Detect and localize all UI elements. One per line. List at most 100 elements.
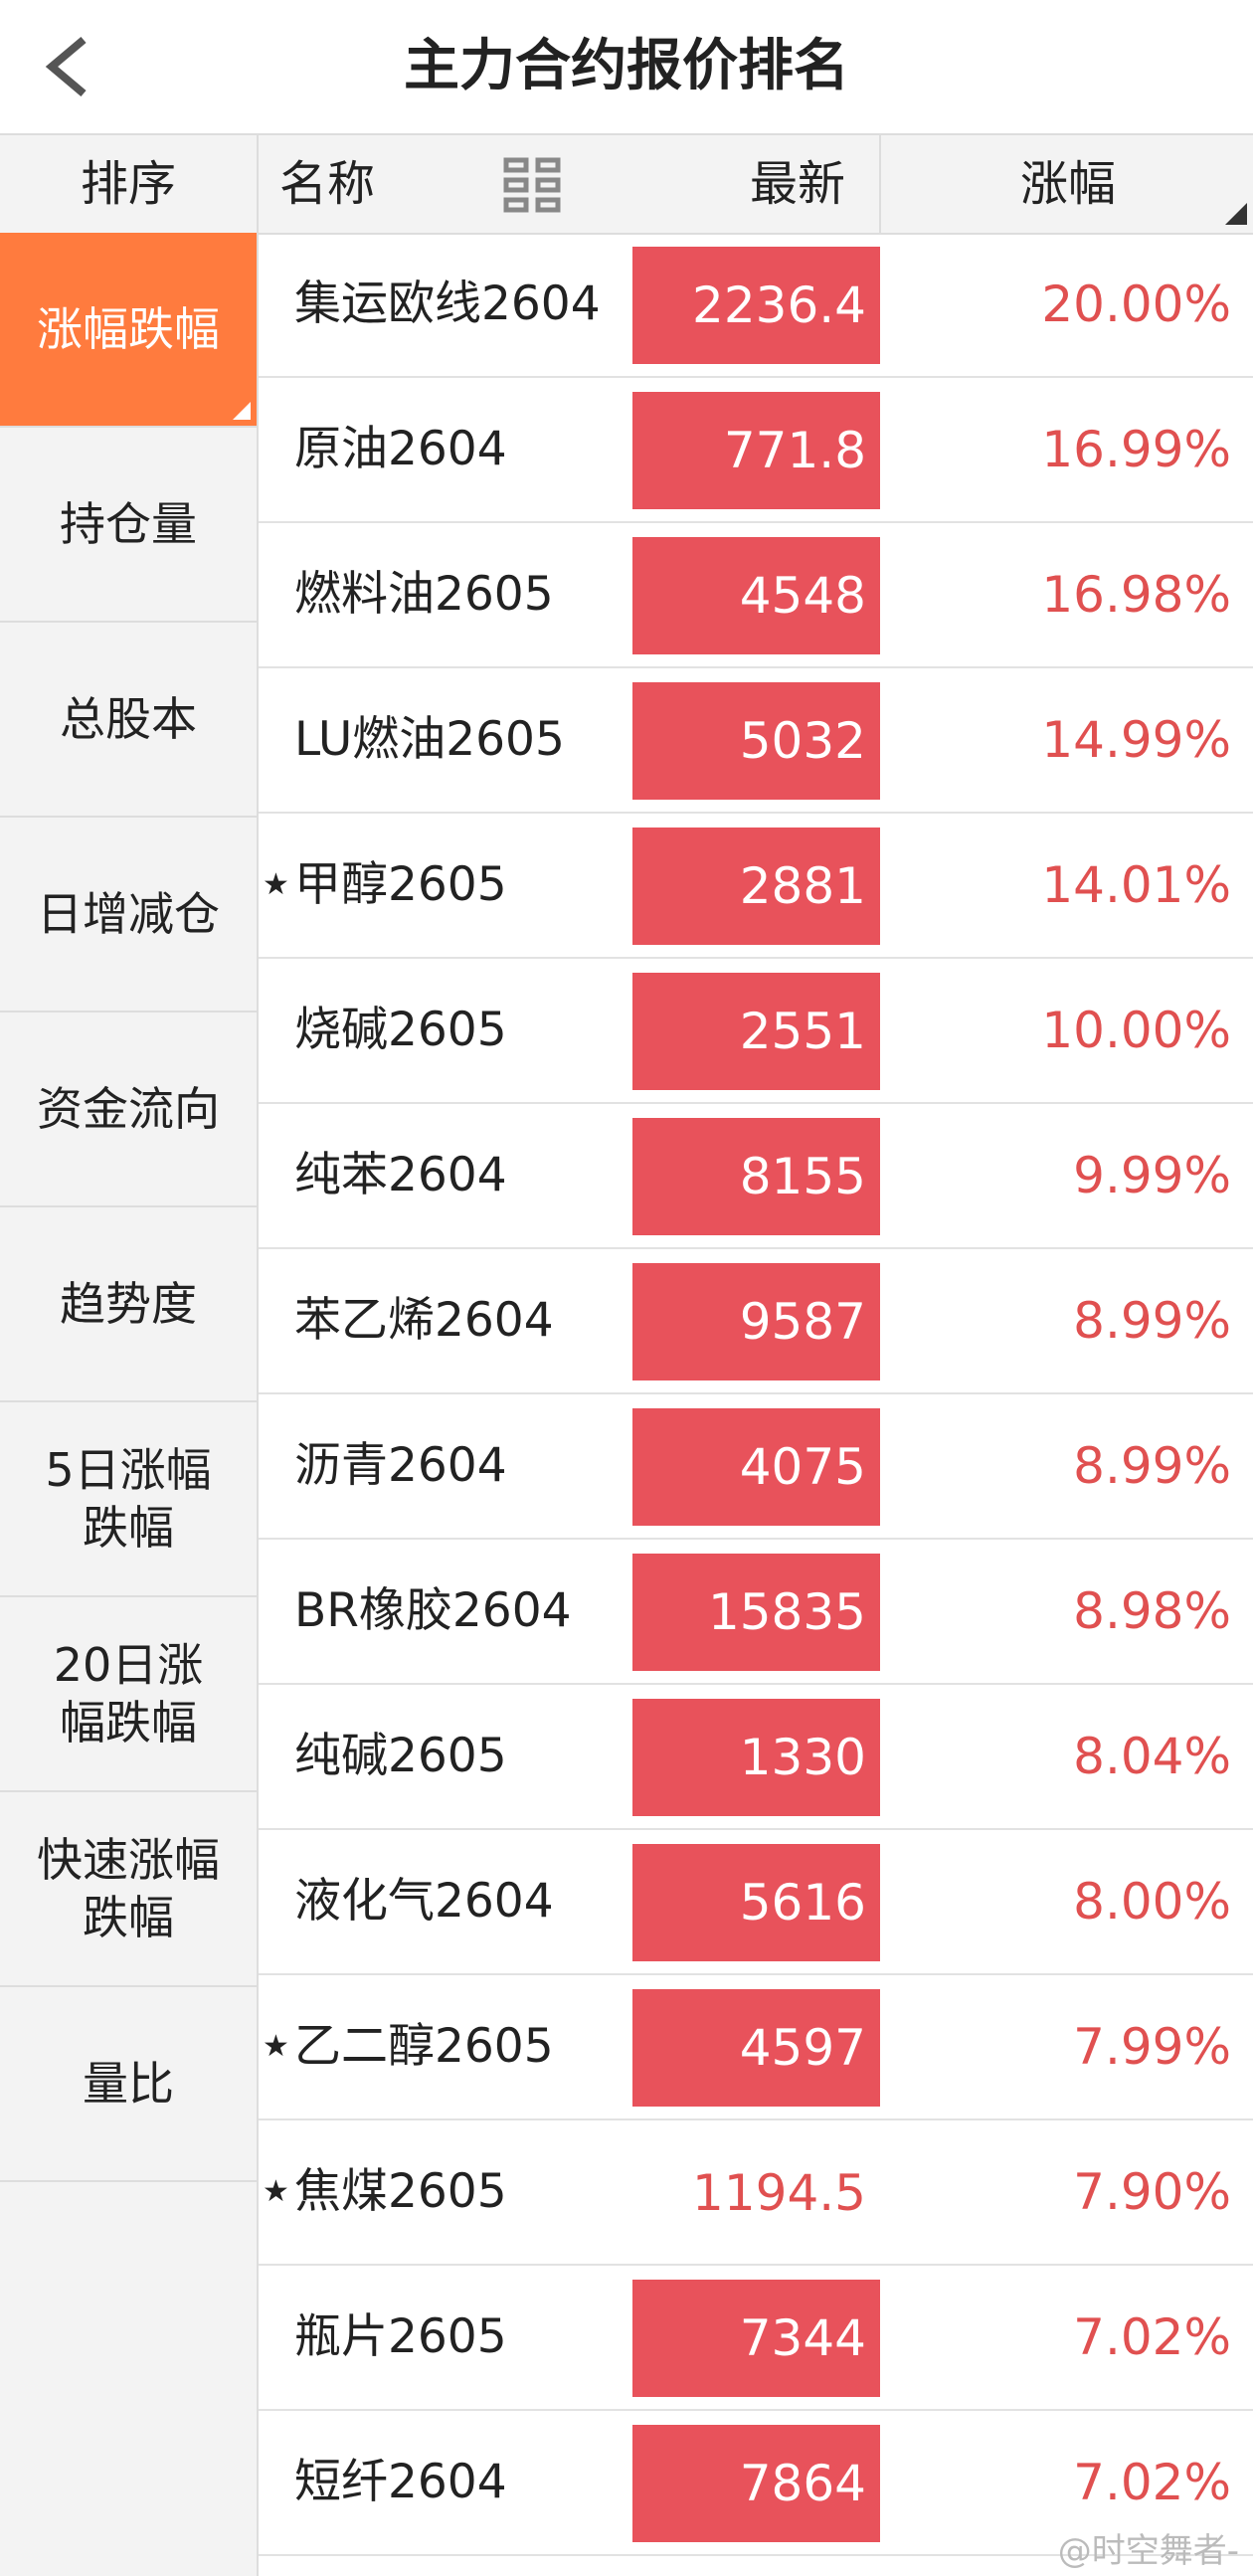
sort-header: 排序 bbox=[0, 135, 259, 233]
change-percent: 14.01% bbox=[1041, 856, 1231, 914]
latest-price: 1194.5 bbox=[692, 2164, 866, 2222]
sidebar-item[interactable]: 快速涨幅 跌幅 bbox=[0, 1792, 257, 1987]
change-percent: 16.99% bbox=[1041, 421, 1231, 478]
name-header: 名称 bbox=[279, 156, 376, 212]
latest-price: 771.8 bbox=[632, 392, 880, 509]
sidebar-label: 幅跌幅 bbox=[60, 1696, 197, 1749]
contract-name: 乙二醇2605 bbox=[294, 2019, 554, 2074]
table-row[interactable]: 沥青2604 4075 8.99% bbox=[259, 1394, 1253, 1540]
grid-icon[interactable] bbox=[503, 157, 563, 213]
sidebar-label: 资金流向 bbox=[37, 1082, 220, 1136]
sidebar-label: 快速涨幅 bbox=[37, 1833, 220, 1887]
sidebar-item[interactable]: 5日涨幅 跌幅 bbox=[0, 1402, 257, 1597]
change-percent: 7.02% bbox=[1073, 2308, 1231, 2366]
sidebar-label: 跌幅 bbox=[83, 1891, 174, 1944]
latest-header[interactable]: 最新 bbox=[749, 156, 845, 212]
sidebar-item[interactable]: 涨幅跌幅 bbox=[0, 233, 257, 428]
sidebar-label: 涨幅跌幅 bbox=[37, 302, 220, 356]
page-title: 主力合约报价排名 bbox=[404, 34, 849, 98]
change-percent: 10.00% bbox=[1041, 1002, 1231, 1059]
change-percent: 8.04% bbox=[1073, 1728, 1231, 1785]
latest-price: 4548 bbox=[632, 537, 880, 654]
change-percent: 8.99% bbox=[1073, 1437, 1231, 1495]
table-row[interactable]: 瓶片2605 7344 7.02% bbox=[259, 2266, 1253, 2411]
change-percent: 14.99% bbox=[1041, 711, 1231, 769]
sidebar-item[interactable]: 日增减仓 bbox=[0, 818, 257, 1012]
table-row[interactable]: 纯苯2604 8155 9.99% bbox=[259, 1104, 1253, 1249]
sidebar-item[interactable]: 资金流向 bbox=[0, 1012, 257, 1207]
contract-name: 苯乙烯2604 bbox=[294, 1293, 554, 1348]
table-row[interactable]: BR橡胶2604 15835 8.98% bbox=[259, 1540, 1253, 1685]
active-indicator bbox=[233, 402, 251, 420]
header: 主力合约报价排名 bbox=[0, 0, 1253, 135]
change-percent: 8.99% bbox=[1073, 1292, 1231, 1350]
sidebar-item[interactable]: 持仓量 bbox=[0, 428, 257, 623]
change-percent: 7.99% bbox=[1073, 2018, 1231, 2076]
sidebar: 涨幅跌幅 持仓量 总股本 日增减仓 资金流向 趋势度 5日涨幅 跌幅 20日涨 幅跌幅 快速涨幅 跌幅… bbox=[0, 233, 259, 2576]
sidebar-label: 持仓量 bbox=[60, 497, 197, 551]
sidebar-label: 20日涨 bbox=[53, 1638, 204, 1692]
latest-price: 7344 bbox=[632, 2280, 880, 2397]
star-icon: ★ bbox=[263, 2029, 289, 2064]
table-row[interactable]: 原油2604 771.8 16.99% bbox=[259, 378, 1253, 523]
contract-name: 液化气2604 bbox=[294, 1874, 554, 1929]
table-row[interactable]: ★ 焦煤2605 1194.5 7.90% bbox=[259, 2120, 1253, 2266]
sidebar-label: 日增减仓 bbox=[37, 887, 220, 941]
latest-price: 5616 bbox=[632, 1844, 880, 1961]
table-row[interactable]: 烧碱2605 2551 10.00% bbox=[259, 959, 1253, 1104]
contract-name: 燃料油2605 bbox=[294, 567, 554, 622]
sidebar-label: 趋势度 bbox=[60, 1277, 197, 1331]
column-header: 排序 名称 最新 涨幅 bbox=[0, 135, 1253, 235]
table-row[interactable]: 燃料油2605 4548 16.98% bbox=[259, 523, 1253, 668]
latest-price: 2881 bbox=[632, 828, 880, 945]
change-percent: 7.02% bbox=[1073, 2454, 1231, 2511]
sidebar-item[interactable]: 趋势度 bbox=[0, 1207, 257, 1402]
change-percent: 8.00% bbox=[1073, 1873, 1231, 1931]
sidebar-item[interactable]: 总股本 bbox=[0, 623, 257, 818]
table-row[interactable]: 苯乙烯2604 9587 8.99% bbox=[259, 1249, 1253, 1394]
back-button[interactable] bbox=[40, 34, 99, 99]
latest-price: 5032 bbox=[632, 682, 880, 800]
table-row[interactable]: ★ 甲醇2605 2881 14.01% bbox=[259, 814, 1253, 959]
contract-name: 短纤2604 bbox=[294, 2455, 507, 2509]
contract-name: LU燃油2605 bbox=[294, 712, 565, 767]
sidebar-item[interactable]: 量比 bbox=[0, 1987, 257, 2182]
contract-name: 烧碱2605 bbox=[294, 1003, 507, 1057]
contract-name: 焦煤2605 bbox=[294, 2164, 507, 2219]
sidebar-label: 总股本 bbox=[60, 692, 197, 746]
latest-price: 4597 bbox=[632, 1989, 880, 2107]
latest-price: 1330 bbox=[632, 1699, 880, 1816]
latest-price: 2551 bbox=[632, 973, 880, 1090]
star-icon: ★ bbox=[263, 867, 289, 902]
change-percent: 8.98% bbox=[1073, 1582, 1231, 1640]
table-row[interactable]: 纯碱2605 1330 8.04% bbox=[259, 1685, 1253, 1830]
latest-price: 2236.4 bbox=[632, 247, 880, 364]
star-icon: ★ bbox=[263, 2174, 289, 2209]
table-row[interactable]: 集运欧线2604 2236.4 20.00% bbox=[259, 233, 1253, 378]
sidebar-label: 5日涨幅 bbox=[45, 1443, 212, 1497]
contract-name: 集运欧线2604 bbox=[294, 276, 601, 331]
change-header[interactable]: 涨幅 bbox=[879, 135, 1253, 233]
change-percent: 7.90% bbox=[1073, 2163, 1231, 2221]
contract-name: 沥青2604 bbox=[294, 1438, 507, 1493]
change-percent: 20.00% bbox=[1041, 276, 1231, 333]
latest-price: 9587 bbox=[632, 1263, 880, 1380]
table-row[interactable]: LU燃油2605 5032 14.99% bbox=[259, 668, 1253, 814]
sidebar-label: 跌幅 bbox=[83, 1501, 174, 1555]
sort-indicator bbox=[1225, 203, 1247, 225]
contract-name: 瓶片2605 bbox=[294, 2309, 507, 2364]
latest-price: 8155 bbox=[632, 1118, 880, 1235]
table-row[interactable]: 短纤2604 7864 7.02% bbox=[259, 2411, 1253, 2556]
contract-name: 纯苯2604 bbox=[294, 1148, 507, 1202]
table-row[interactable]: ★ 乙二醇2605 4597 7.99% bbox=[259, 1975, 1253, 2120]
latest-price: 4075 bbox=[632, 1408, 880, 1526]
contract-name: BR橡胶2604 bbox=[294, 1583, 572, 1638]
contract-name: 甲醇2605 bbox=[294, 857, 507, 912]
contract-name: 纯碱2605 bbox=[294, 1729, 507, 1783]
sidebar-item[interactable]: 20日涨 幅跌幅 bbox=[0, 1597, 257, 1792]
table-row[interactable]: 液化气2604 5616 8.00% bbox=[259, 1830, 1253, 1975]
sidebar-label: 量比 bbox=[83, 2057, 174, 2111]
change-percent: 9.99% bbox=[1073, 1147, 1231, 1204]
contract-name: 原油2604 bbox=[294, 422, 507, 476]
latest-price: 15835 bbox=[632, 1554, 880, 1671]
